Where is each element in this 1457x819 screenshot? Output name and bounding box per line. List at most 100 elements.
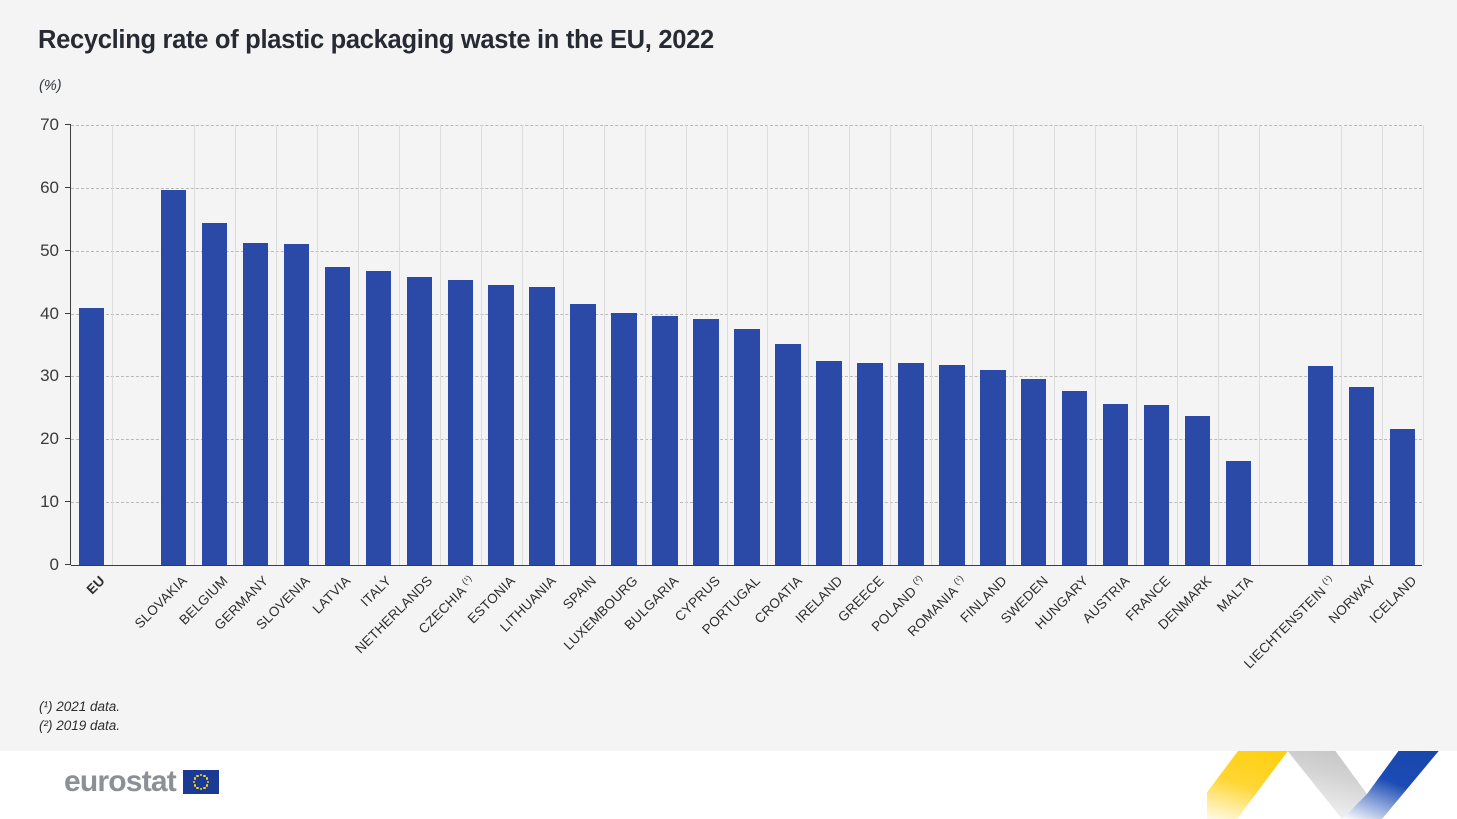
y-axis-tick-60: 60 xyxy=(40,177,59,197)
bar-bulgaria[interactable] xyxy=(652,316,678,565)
bar-czechia[interactable] xyxy=(447,280,473,565)
vertical-gridline xyxy=(1341,125,1343,565)
vertical-gridline xyxy=(685,125,687,565)
y-axis-tickmark-20 xyxy=(65,438,71,440)
vertical-gridline xyxy=(357,125,359,565)
page-title: Recycling rate of plastic packaging wast… xyxy=(38,26,714,54)
x-axis-label-luxembourg: LUXEMBOURG xyxy=(560,573,641,653)
bar-spain[interactable] xyxy=(570,304,596,565)
vertical-gridline xyxy=(1054,125,1056,565)
x-axis-label-spain: SPAIN xyxy=(559,573,600,613)
vertical-gridline xyxy=(849,125,851,565)
gridline-50 xyxy=(71,250,1422,252)
vertical-gridline xyxy=(111,125,113,565)
bar-malta[interactable] xyxy=(1225,460,1252,565)
x-axis-label-liechtenstein: LIECHTENSTEIN (¹) xyxy=(1240,573,1334,672)
vertical-gridline xyxy=(890,125,892,565)
vertical-gridline xyxy=(726,125,728,565)
footnote-1: (¹) 2021 data. xyxy=(39,699,121,714)
vertical-gridline xyxy=(1177,125,1179,565)
vertical-gridline xyxy=(808,125,810,565)
gridline-40 xyxy=(71,313,1422,315)
vertical-gridline xyxy=(275,125,277,565)
y-axis-tickmark-0 xyxy=(65,564,71,566)
x-axis-label-eu: EU xyxy=(84,573,109,598)
vertical-gridline xyxy=(931,125,933,565)
y-axis-tickmark-60 xyxy=(65,187,71,189)
plot-area: 0 10 20 30 40 50 60 70 xyxy=(40,115,1424,574)
bar-slovakia[interactable] xyxy=(160,189,187,565)
vertical-gridline xyxy=(398,125,400,565)
y-axis-tick-30: 30 xyxy=(40,366,59,386)
bar-finland[interactable] xyxy=(980,370,1006,565)
bar-poland[interactable] xyxy=(898,363,924,565)
footnotes: (¹) 2021 data. (²) 2019 data. xyxy=(39,697,120,735)
vertical-gridline xyxy=(644,125,646,565)
bar-eu[interactable] xyxy=(78,307,105,565)
x-axis-label-latvia: LATVIA xyxy=(309,573,354,617)
bar-france[interactable] xyxy=(1143,405,1170,565)
vertical-gridline xyxy=(193,125,195,565)
vertical-gridline xyxy=(439,125,441,565)
gridline-60 xyxy=(71,187,1422,189)
bar-cyprus[interactable] xyxy=(693,318,719,565)
gridline-70 xyxy=(71,125,1422,126)
bar-denmark[interactable] xyxy=(1184,416,1211,565)
eurostat-ribbon-icon xyxy=(1207,751,1439,819)
vertical-gridline xyxy=(767,125,769,565)
bar-slovenia[interactable] xyxy=(283,243,310,565)
vertical-gridline xyxy=(234,125,236,565)
y-axis-tick-70: 70 xyxy=(40,115,59,134)
eurostat-logo: eurostat xyxy=(64,765,219,799)
eu-flag-icon xyxy=(182,770,219,794)
x-axis-label-italy: ITALY xyxy=(357,573,395,610)
bar-hungary[interactable] xyxy=(1062,390,1088,565)
y-axis-tickmark-40 xyxy=(65,312,71,314)
y-axis-tick-10: 10 xyxy=(40,492,59,512)
footer: eurostat xyxy=(0,751,1457,819)
brand-wordmark: eurostat xyxy=(64,765,177,798)
bar-sweden[interactable] xyxy=(1021,378,1047,565)
x-axis-label-malta: MALTA xyxy=(1213,573,1256,615)
bar-luxembourg[interactable] xyxy=(611,312,637,565)
vertical-gridline xyxy=(1013,125,1015,565)
y-axis-tick-50: 50 xyxy=(40,240,59,260)
bar-latvia[interactable] xyxy=(324,267,350,565)
bar-germany[interactable] xyxy=(242,243,269,565)
bar-romania[interactable] xyxy=(939,364,965,565)
vertical-gridline xyxy=(521,125,523,565)
bar-greece[interactable] xyxy=(857,362,883,565)
bar-estonia[interactable] xyxy=(488,285,514,565)
bar-netherlands[interactable] xyxy=(406,277,432,565)
gridline-0 xyxy=(71,565,1422,566)
y-axis-tickmark-10 xyxy=(65,501,71,503)
chart-unit-label: (%) xyxy=(39,78,62,94)
bar-croatia[interactable] xyxy=(775,343,801,565)
bar-liechtenstein[interactable] xyxy=(1307,365,1334,565)
bar-ireland[interactable] xyxy=(816,361,842,565)
y-axis-tick-40: 40 xyxy=(40,303,59,323)
vertical-gridline xyxy=(972,125,974,565)
y-axis-tickmark-30 xyxy=(65,375,71,377)
bar-italy[interactable] xyxy=(365,271,391,565)
vertical-gridline xyxy=(1136,125,1138,565)
y-axis-tickmark-50 xyxy=(65,249,71,251)
bar-portugal[interactable] xyxy=(734,329,760,565)
vertical-gridline xyxy=(1095,125,1097,565)
bar-lithuania[interactable] xyxy=(529,286,555,565)
vertical-gridline xyxy=(480,125,482,565)
y-axis-tick-20: 20 xyxy=(40,429,59,449)
y-axis-tick-0: 0 xyxy=(49,555,59,574)
vertical-gridline xyxy=(562,125,564,565)
vertical-gridline xyxy=(1382,125,1384,565)
bar-austria[interactable] xyxy=(1103,404,1129,565)
vertical-gridline xyxy=(316,125,318,565)
bar-iceland[interactable] xyxy=(1389,428,1416,565)
footnote-2: (²) 2019 data. xyxy=(39,718,121,733)
bar-norway[interactable] xyxy=(1348,387,1375,565)
vertical-gridline xyxy=(1423,125,1424,565)
bar-belgium[interactable] xyxy=(201,223,228,565)
y-axis-tickmark-70 xyxy=(65,124,71,126)
vertical-gridline xyxy=(603,125,605,565)
